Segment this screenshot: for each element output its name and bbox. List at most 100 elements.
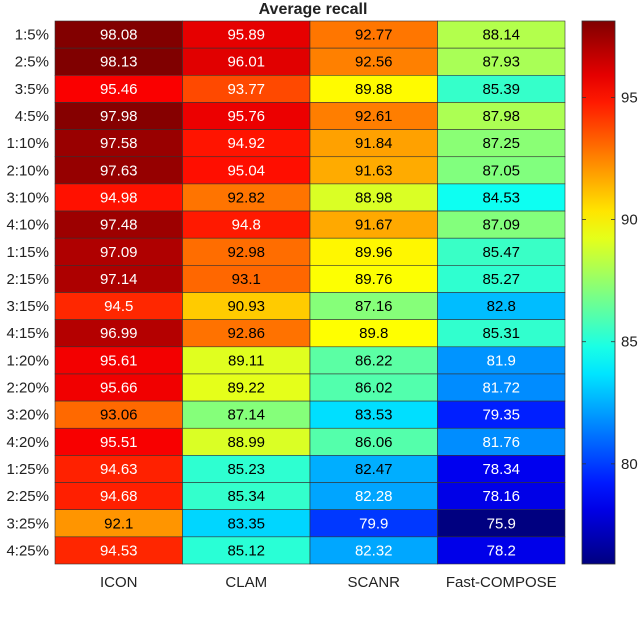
cell-value-label: 81.76: [482, 434, 520, 451]
cell-value-label: 92.61: [355, 108, 393, 125]
cell-value-label: 91.63: [355, 162, 393, 179]
colorbar: 80 85 90 95: [581, 20, 638, 565]
row-label: 3:5%: [15, 81, 49, 98]
chart-title: Average recall: [259, 1, 368, 18]
cell-value-label: 97.14: [100, 271, 138, 288]
cell-value-label: 82.47: [355, 461, 393, 478]
cell-value-label: 95.51: [100, 434, 138, 451]
heatmap-cell: [182, 455, 311, 483]
cell-value-label: 87.05: [482, 162, 520, 179]
heatmap-cell: [437, 47, 566, 76]
cell-value-label: 94.8: [232, 217, 261, 234]
cell-value-label: 82.28: [355, 488, 393, 505]
row-label: 2:10%: [6, 162, 49, 179]
cell-value-label: 98.13: [100, 54, 138, 71]
cell-value-label: 82.32: [355, 542, 393, 559]
row-label: 4:15%: [6, 325, 49, 342]
heatmap-cell: [309, 237, 438, 266]
cell-value-label: 85.12: [227, 542, 265, 559]
heatmap-cell: [54, 373, 183, 402]
cell-value-label: 94.53: [100, 542, 138, 559]
row-label: 3:10%: [6, 189, 49, 206]
heatmap-cell: [309, 129, 438, 158]
heatmap-cell: [437, 237, 566, 266]
cell-value-label: 83.35: [227, 515, 265, 532]
colorbar-gradient: [581, 20, 616, 565]
cell-value-label: 92.77: [355, 27, 393, 44]
colorbar-tick-label: 90: [621, 212, 638, 229]
cell-value-label: 88.98: [355, 189, 393, 206]
cell-value-label: 84.53: [482, 189, 520, 206]
cell-value-label: 93.06: [100, 407, 138, 424]
cell-value-label: 88.99: [227, 434, 265, 451]
cell-value-label: 96.99: [100, 325, 138, 342]
heatmap-cell: [437, 75, 566, 103]
row-labels: 1:5% 2:5% 3:5% 4:5% 1:10% 2:10% 3:10% 4:10% 1:15…: [6, 27, 49, 560]
cell-value-label: 85.34: [227, 488, 265, 505]
cell-value-label: 89.8: [359, 325, 388, 342]
cell-value-label: 94.92: [227, 135, 265, 152]
heatmap-cell: [54, 102, 183, 130]
cell-value-label: 83.53: [355, 407, 393, 424]
row-label: 1:20%: [6, 352, 49, 369]
heatmap-cell: [54, 427, 183, 456]
heatmap-cell: [309, 319, 438, 348]
cell-value-label: 81.72: [482, 380, 520, 397]
row-label: 4:20%: [6, 434, 49, 451]
heatmap-cell: [182, 102, 311, 130]
cell-value-label: 95.61: [100, 352, 138, 369]
heatmap-cell: [309, 455, 438, 483]
cell-value-label: 97.48: [100, 217, 138, 234]
heatmap-cell: [437, 509, 566, 538]
heatmap-cell: [309, 20, 438, 49]
cell-value-label: 78.34: [482, 461, 520, 478]
cell-value-label: 82.8: [487, 298, 516, 315]
cell-value-label: 87.16: [355, 298, 393, 315]
row-label: 4:10%: [6, 217, 49, 234]
cell-value-label: 92.86: [227, 325, 265, 342]
heatmap-cell: [182, 482, 311, 510]
cell-value-label: 87.93: [482, 54, 520, 71]
cell-value-label: 95.66: [100, 380, 138, 397]
row-label: 4:5%: [15, 108, 49, 125]
cell-value-label: 85.47: [482, 244, 520, 261]
row-label: 3:20%: [6, 407, 49, 424]
row-label: 2:15%: [6, 271, 49, 288]
column-label: SCANR: [347, 574, 400, 591]
heatmap-cell: [437, 156, 566, 185]
heatmap-cell: [182, 346, 311, 375]
colorbar-tick-label: 95: [621, 89, 638, 106]
column-label: CLAM: [225, 574, 267, 591]
heatmap-cell: [437, 482, 566, 510]
cell-value-label: 89.96: [355, 244, 393, 261]
heatmap-cell: [54, 536, 183, 565]
heatmap-cell: [309, 265, 438, 293]
cell-value-label: 95.76: [227, 108, 265, 125]
cell-value-label: 92.98: [227, 244, 265, 261]
cell-value-label: 97.63: [100, 162, 138, 179]
heatmap-cell: [437, 455, 566, 483]
heatmap-cell: [309, 536, 438, 565]
heatmap-cell: [54, 129, 183, 158]
cell-value-label: 97.98: [100, 108, 138, 125]
row-label: 2:20%: [6, 380, 49, 397]
heatmap-cell: [182, 292, 311, 320]
cell-value-label: 85.23: [227, 461, 265, 478]
heatmap-cell: [54, 210, 183, 239]
cell-value-label: 97.58: [100, 135, 138, 152]
column-label: Fast-COMPOSE: [446, 574, 557, 591]
cell-value-label: 86.22: [355, 352, 393, 369]
heatmap-cell: [54, 509, 183, 538]
cell-value-label: 89.76: [355, 271, 393, 288]
cell-value-label: 86.02: [355, 380, 393, 397]
heatmap-cell: [54, 482, 183, 510]
heatmap-cell: [309, 509, 438, 538]
row-label: 1:10%: [6, 135, 49, 152]
cell-value-label: 88.14: [482, 27, 520, 44]
heatmap-cell: [54, 265, 183, 293]
cell-value-label: 87.14: [227, 407, 265, 424]
heatmap-cell: [182, 536, 311, 565]
cell-value-label: 95.04: [227, 162, 265, 179]
cell-value-label: 92.56: [355, 54, 393, 71]
